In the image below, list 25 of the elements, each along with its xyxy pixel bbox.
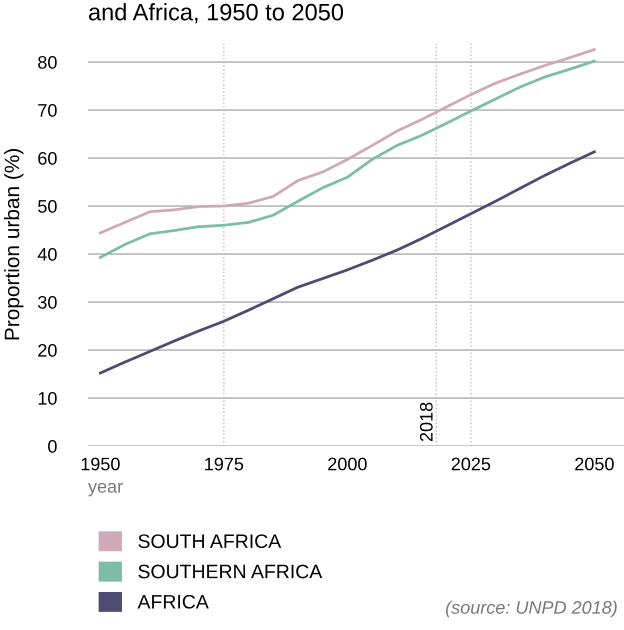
y-tick-label: 10 bbox=[38, 392, 57, 405]
line-series bbox=[98, 150, 596, 374]
y-tick-label: 40 bbox=[38, 248, 57, 261]
y-tick-label: 20 bbox=[38, 344, 57, 357]
y-tick-label: 30 bbox=[38, 296, 57, 309]
x-tick-label: 1975 bbox=[205, 458, 244, 470]
line-series bbox=[98, 48, 596, 234]
legend-label: AFRICA bbox=[138, 594, 209, 609]
legend-label: SOUTHERN AFRICA bbox=[138, 564, 322, 578]
y-axis-title: Proportion urban (%) bbox=[4, 149, 24, 340]
legend-label: SOUTH AFRICA bbox=[138, 534, 282, 548]
x-tick-label: 1950 bbox=[82, 458, 120, 470]
y-tick-label: 80 bbox=[38, 56, 57, 69]
line-series bbox=[98, 60, 596, 259]
y-tick-label: 60 bbox=[38, 152, 57, 165]
y-tick-label: 70 bbox=[38, 104, 57, 117]
x-axis-title: year bbox=[88, 482, 123, 496]
text: (source: UNPD 2018) bbox=[446, 600, 617, 618]
y-tick-label: 0 bbox=[48, 440, 57, 453]
x-tick-label: 2000 bbox=[328, 458, 367, 470]
chart-title: and Africa, 1950 to 2050 bbox=[88, 3, 344, 24]
x-tick-label: 2050 bbox=[575, 458, 614, 470]
y-tick-label: 50 bbox=[38, 200, 57, 213]
ref-line-label: 2018 bbox=[420, 402, 433, 442]
x-tick-label: 2025 bbox=[452, 458, 490, 470]
